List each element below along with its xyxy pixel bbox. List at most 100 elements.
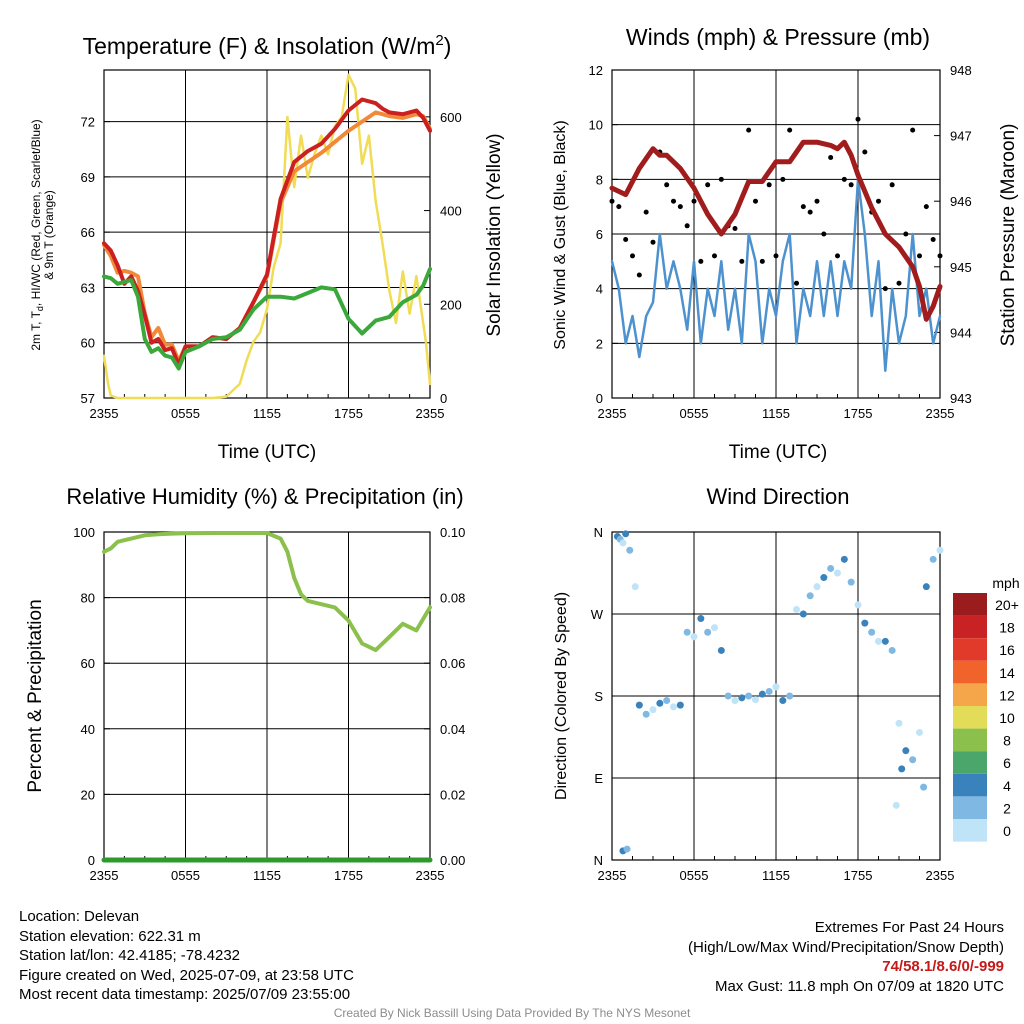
gust-point (643, 209, 649, 215)
direction-point (861, 619, 869, 627)
direction-point (868, 628, 876, 636)
gust-point (630, 253, 635, 259)
speed-legend-swatch (953, 751, 987, 774)
temperature-xtick-label: 2355 (90, 406, 119, 421)
rh-line (102, 531, 432, 653)
temperature-ylabel-left-line2: & 9m T (Orange) (42, 190, 56, 280)
winds-xtick-label: 2355 (598, 406, 627, 421)
max-gust: Max Gust: 11.8 mph On 07/09 at 1820 UTC (714, 977, 1004, 995)
direction-point (683, 628, 691, 636)
direction-point (670, 703, 677, 711)
winds-ylabel-left: Sonic Wind & Gust (Blue, Black) (552, 120, 569, 349)
temperature-xtick-label: 1155 (253, 406, 281, 421)
humidity-left-ytick-label: 0 (88, 853, 95, 868)
winds-left-ytick-label: 8 (596, 172, 603, 187)
winds-panel: Winds (mph) & Pressure (mb) Time (UTC) S… (552, 24, 1019, 463)
station-location: Location: Delevan (19, 908, 140, 925)
dewpoint-line (102, 267, 432, 371)
pressure-right-ytick-label: 947 (950, 129, 972, 144)
direction-xtick-label: 1755 (844, 868, 873, 883)
direction-xtick-label: 2355 (598, 868, 627, 883)
direction-point (898, 765, 906, 773)
pressure-line (609, 139, 943, 322)
gust-point (739, 258, 745, 264)
speed-legend-swatch (953, 773, 987, 797)
temperature-left-ytick-label: 60 (81, 336, 95, 351)
gust-point (807, 209, 813, 215)
gust-point (917, 253, 922, 259)
gust-point (616, 204, 622, 210)
direction-point (649, 706, 657, 714)
gust-point (910, 127, 916, 133)
direction-point (717, 646, 725, 654)
extremes-title: Extremes For Past 24 Hours (814, 919, 1004, 936)
humidity-panel-title: Relative Humidity (%) & Precipitation (i… (66, 484, 463, 509)
humidity-left-ytick-label: 80 (81, 591, 95, 606)
winds-left-ytick-label: 0 (596, 391, 603, 406)
most-recent-data: Most recent data timestamp: 2025/07/09 2… (19, 986, 351, 1003)
winds-left-ytick-label: 4 (596, 282, 603, 297)
gust-point (794, 280, 799, 286)
gust-point (787, 127, 793, 133)
insolation-right-ytick-label: 200 (440, 297, 462, 312)
direction-point (902, 747, 910, 755)
insolation-right-ytick-label: 600 (440, 110, 462, 125)
temperature-xlabel: Time (UTC) (218, 442, 317, 463)
direction-point (635, 701, 643, 709)
direction-point (786, 692, 794, 700)
credit-line: Created By Nick Bassill Using Data Provi… (333, 1006, 691, 1020)
speed-legend-swatch (953, 796, 987, 819)
gust-point (862, 149, 868, 155)
gust-point (636, 272, 642, 278)
winds-xtick-label: 0555 (680, 406, 709, 421)
direction-point (936, 546, 944, 554)
temperature-left-ytick-label: 66 (81, 225, 95, 240)
pressure-right-ytick-label: 945 (950, 260, 972, 275)
gust-point (691, 198, 697, 204)
direction-point (626, 546, 634, 554)
speed-legend-label: 20+ (995, 597, 1019, 613)
precip-right-ytick-label: 0.08 (440, 591, 465, 606)
direction-point (765, 687, 773, 695)
gust-point (841, 176, 847, 182)
gust-point (896, 280, 902, 286)
direction-point (779, 697, 787, 705)
direction-point (881, 637, 889, 645)
gust-point (876, 198, 881, 204)
gust-point (677, 204, 683, 210)
direction-point (854, 601, 862, 609)
speed-legend-label: 14 (999, 665, 1015, 681)
gust-point (766, 182, 772, 188)
wind-speed-line (610, 178, 942, 372)
gust-point (746, 127, 752, 133)
direction-point (731, 697, 739, 705)
gust-point (753, 198, 758, 204)
temperature-xtick-label: 1755 (334, 406, 363, 421)
speed-legend-swatch (953, 593, 987, 616)
humidity-xtick-label: 0555 (171, 868, 200, 883)
station-elevation: Station elevation: 622.31 m (19, 927, 201, 945)
direction-point (724, 692, 732, 700)
direction-point (711, 624, 718, 632)
temperature-ylabel-left: 2m T, Td, HI/WC (Red, Green, Scarlet/Blu… (29, 119, 45, 350)
gust-point (712, 253, 717, 259)
speed-legend-label: 0 (1003, 823, 1011, 839)
speed-legend-label: 8 (1003, 733, 1011, 749)
temperature-panel: Temperature (F) & Insolation (W/m2) Time… (29, 32, 505, 463)
humidity-left-ytick-label: 100 (73, 525, 95, 540)
direction-left-ytick-label: E (594, 771, 603, 786)
gust-point (937, 253, 943, 259)
humidity-ylabel-left: Percent & Precipitation (25, 599, 46, 792)
temperature-panel-title: Temperature (F) & Insolation (W/m2) (83, 32, 452, 59)
direction-point (847, 578, 855, 586)
speed-legend-label: 6 (1003, 755, 1011, 771)
direction-point (916, 728, 923, 736)
extremes-values: 74/58.1/8.6/0/-999 (882, 958, 1004, 975)
speed-legend-label: 10 (999, 710, 1015, 726)
extremes-description: (High/Low/Max Wind/Precipitation/Snow De… (688, 938, 1004, 956)
direction-left-ytick-label: N (594, 525, 603, 540)
speed-legend-swatch (953, 683, 987, 706)
temperature-xtick-label: 0555 (171, 406, 200, 421)
direction-point (622, 530, 630, 538)
insolation-right-ytick-label: 0 (440, 391, 447, 406)
